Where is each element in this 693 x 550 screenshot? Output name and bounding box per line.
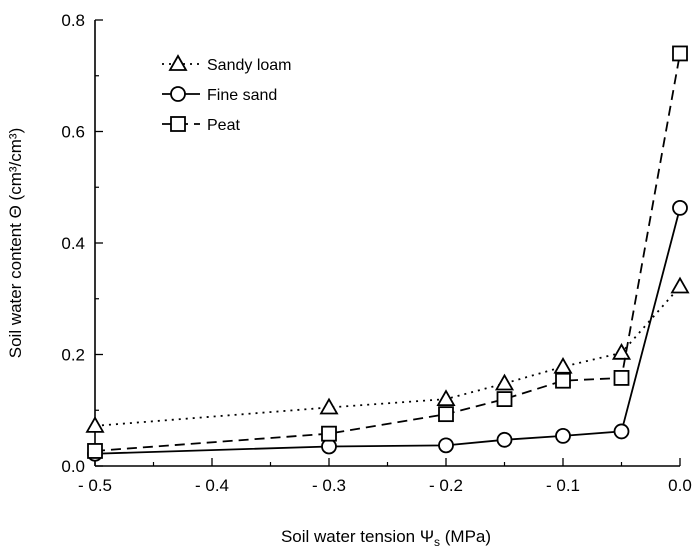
data-point-circle <box>321 438 337 455</box>
data-point-square <box>87 443 103 459</box>
series-line <box>94 53 681 452</box>
y-tick-label: 0.0 <box>61 457 85 476</box>
data-point-circle <box>672 199 688 216</box>
data-point-circle <box>438 437 454 454</box>
legend: Sandy loam Fine sand Peat <box>162 54 292 134</box>
legend-entry: Sandy loam <box>162 54 292 74</box>
x-axis-label: Soil water tension Ψs (MPa) <box>281 527 491 549</box>
data-point-square <box>672 45 688 62</box>
data-point-square <box>613 370 630 386</box>
data-point-triangle <box>553 356 573 374</box>
legend-label: Sandy loam <box>207 57 292 74</box>
series-line <box>94 207 681 455</box>
legend-label: Fine sand <box>207 87 277 104</box>
data-point-square <box>496 391 513 408</box>
legend-marker-triangle <box>168 54 188 71</box>
x-axis-label-main: Soil water tension Ψ <box>281 527 434 546</box>
axis-ticks: - 0.5 - 0.4 - 0.3 - 0.2 - 0.1 0.0 0.0 0.2 0.4 0.6… <box>61 11 691 495</box>
y-tick-label: 0.4 <box>61 234 85 253</box>
data-point-circle <box>496 431 513 448</box>
data-point-triangle <box>85 416 105 433</box>
x-axis-label-subscript: s <box>434 535 440 549</box>
data-point-triangle <box>494 373 515 391</box>
data-point-circle <box>613 423 630 440</box>
data-point-square <box>321 425 337 442</box>
legend-entry: Peat <box>162 116 240 134</box>
data-point-square <box>555 372 571 389</box>
legend-label: Peat <box>207 117 240 134</box>
series-layer <box>85 45 690 462</box>
data-point-triangle <box>670 276 690 294</box>
x-axis-label-unit: (MPa) <box>440 527 491 546</box>
y-tick-label: 0.6 <box>61 123 85 142</box>
y-tick-label: 0.2 <box>61 346 85 365</box>
data-point-triangle <box>611 343 632 360</box>
y-axis-label: Soil water content Θ (cm³/cm³) <box>6 128 25 359</box>
plot-frame <box>94 20 680 467</box>
series-fine-sand <box>87 199 688 462</box>
x-tick-label: - 0.1 <box>546 476 580 495</box>
x-tick-label: - 0.4 <box>195 476 229 495</box>
data-point-triangle <box>319 397 339 415</box>
legend-marker-square <box>170 116 186 132</box>
y-tick-label: 0.8 <box>61 11 85 30</box>
x-tick-label: - 0.3 <box>312 476 346 495</box>
series-line <box>94 285 681 427</box>
data-point-square <box>438 406 454 423</box>
x-tick-label: 0.0 <box>668 476 692 495</box>
series-sandy-loam <box>85 276 690 433</box>
legend-entry: Fine sand <box>162 86 277 104</box>
data-point-triangle <box>436 389 456 407</box>
x-tick-label: - 0.2 <box>429 476 463 495</box>
x-tick-label: - 0.5 <box>78 476 112 495</box>
series-peat <box>87 45 688 459</box>
legend-marker-circle <box>170 86 186 102</box>
data-point-circle <box>555 427 571 444</box>
